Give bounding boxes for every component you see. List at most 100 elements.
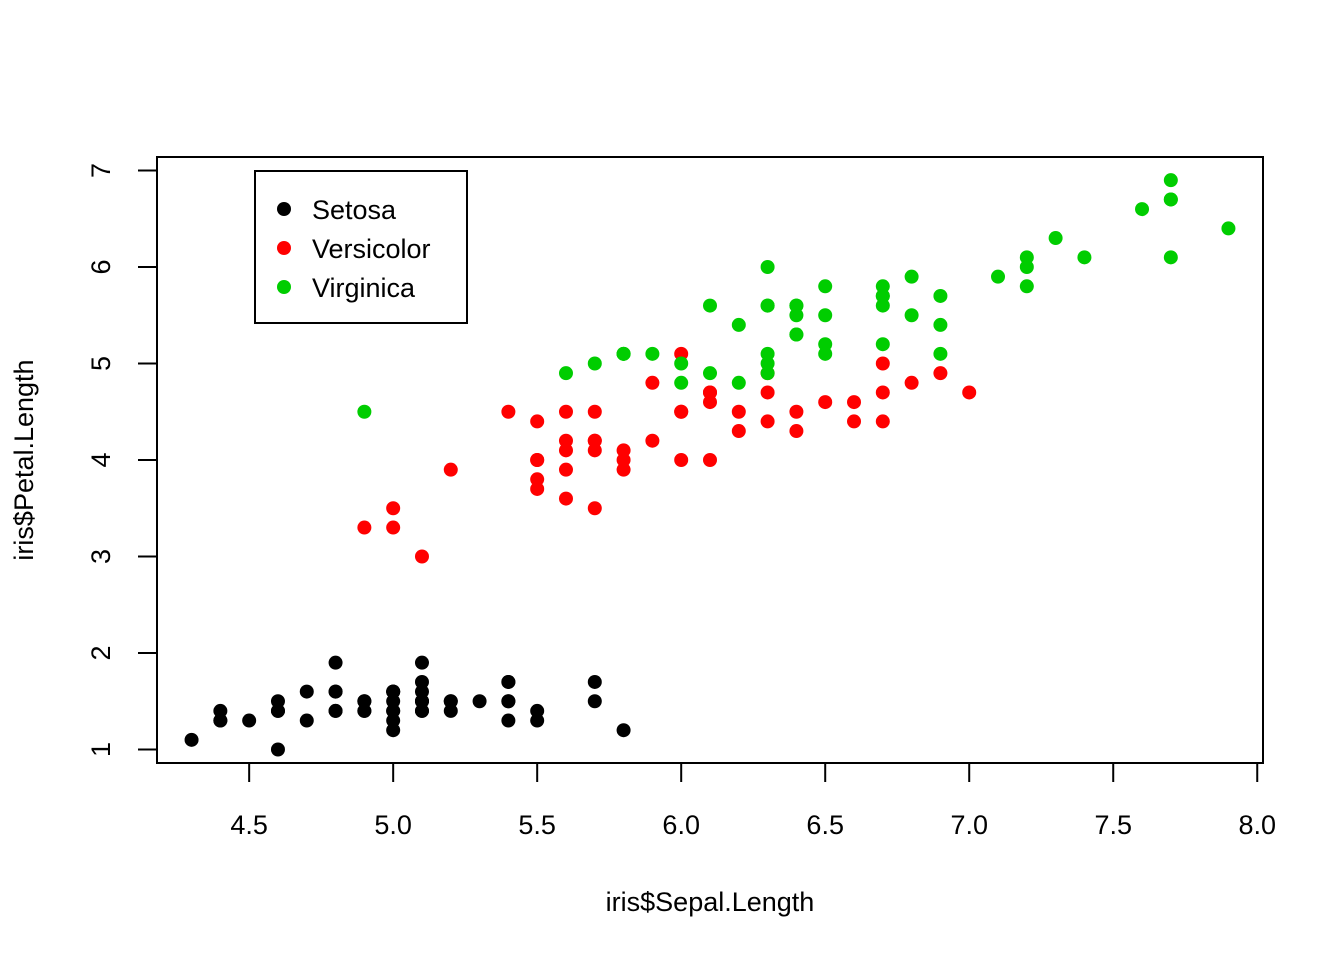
data-point-virginica xyxy=(933,317,948,332)
data-point-virginica xyxy=(1221,221,1236,236)
data-point-versicolor xyxy=(645,375,660,390)
data-point-versicolor xyxy=(875,385,890,400)
data-point-versicolor xyxy=(530,472,545,487)
data-point-setosa xyxy=(184,732,199,747)
data-point-setosa xyxy=(443,694,458,709)
data-point-virginica xyxy=(1048,231,1063,246)
data-point-versicolor xyxy=(731,404,746,419)
data-point-versicolor xyxy=(789,404,804,419)
legend-marker-versicolor xyxy=(277,241,291,255)
data-point-setosa xyxy=(270,742,285,757)
data-point-setosa xyxy=(242,713,257,728)
data-point-virginica xyxy=(1019,279,1034,294)
data-point-setosa xyxy=(530,713,545,728)
data-point-virginica xyxy=(1163,192,1178,207)
y-tick-label: 6 xyxy=(86,259,116,274)
data-point-versicolor xyxy=(386,520,401,535)
data-point-versicolor xyxy=(847,414,862,429)
data-point-virginica xyxy=(1077,250,1092,265)
data-point-setosa xyxy=(386,684,401,699)
data-points xyxy=(184,173,1236,757)
data-point-virginica xyxy=(789,327,804,342)
data-point-setosa xyxy=(414,674,429,689)
data-point-setosa xyxy=(530,703,545,718)
data-point-versicolor xyxy=(674,404,689,419)
data-point-setosa xyxy=(270,694,285,709)
data-point-virginica xyxy=(731,375,746,390)
data-point-versicolor xyxy=(530,481,545,496)
legend: Setosa Versicolor Virginica xyxy=(254,170,468,324)
data-point-versicolor xyxy=(587,433,602,448)
data-point-virginica xyxy=(357,404,372,419)
data-point-virginica xyxy=(616,346,631,361)
data-point-versicolor xyxy=(558,491,573,506)
data-point-virginica xyxy=(1135,202,1150,217)
legend-label-setosa: Setosa xyxy=(312,195,397,225)
data-point-versicolor xyxy=(789,424,804,439)
data-point-setosa xyxy=(501,674,516,689)
data-point-setosa xyxy=(386,723,401,738)
data-point-versicolor xyxy=(616,443,631,458)
data-point-versicolor xyxy=(530,414,545,429)
data-point-virginica xyxy=(703,298,717,313)
data-point-setosa xyxy=(472,694,487,709)
data-point-versicolor xyxy=(587,443,602,458)
data-point-setosa xyxy=(357,703,372,718)
data-point-virginica xyxy=(760,260,775,275)
data-point-setosa xyxy=(414,684,429,699)
data-point-versicolor xyxy=(558,443,573,458)
data-point-virginica xyxy=(818,308,833,323)
data-point-versicolor xyxy=(587,501,602,516)
data-point-virginica xyxy=(904,308,919,323)
legend-box xyxy=(254,170,468,324)
data-point-setosa xyxy=(299,684,314,699)
y-tick-label: 7 xyxy=(86,163,116,178)
data-point-versicolor xyxy=(386,501,401,516)
data-point-setosa xyxy=(328,703,343,718)
data-point-versicolor xyxy=(904,375,919,390)
data-point-versicolor xyxy=(760,414,775,429)
data-point-setosa xyxy=(213,713,228,728)
data-point-setosa xyxy=(616,723,631,738)
x-tick-label: 7.5 xyxy=(1094,810,1132,840)
data-point-versicolor xyxy=(703,395,717,410)
data-point-versicolor xyxy=(818,395,833,410)
data-point-versicolor xyxy=(703,385,717,400)
data-point-versicolor xyxy=(501,404,516,419)
x-tick-label: 7.0 xyxy=(950,810,988,840)
data-point-setosa xyxy=(357,694,372,709)
data-point-virginica xyxy=(818,337,833,352)
y-tick-label: 2 xyxy=(86,645,116,660)
data-point-versicolor xyxy=(530,453,545,467)
data-point-versicolor xyxy=(616,453,631,467)
data-point-setosa xyxy=(501,694,516,709)
data-point-setosa xyxy=(443,703,458,718)
data-point-versicolor xyxy=(558,462,573,477)
legend-label-virginica: Virginica xyxy=(312,273,416,303)
data-point-setosa xyxy=(414,703,429,718)
data-point-virginica xyxy=(991,269,1006,284)
data-point-versicolor xyxy=(558,433,573,448)
data-point-virginica xyxy=(933,346,948,361)
data-point-versicolor xyxy=(875,356,890,371)
data-point-setosa xyxy=(386,694,401,709)
data-point-virginica xyxy=(789,298,804,313)
data-point-setosa xyxy=(328,655,343,670)
data-point-setosa xyxy=(587,674,602,689)
data-point-virginica xyxy=(731,317,746,332)
x-tick-label: 6.5 xyxy=(806,810,844,840)
data-point-virginica xyxy=(875,298,890,313)
x-tick-label: 6.0 xyxy=(662,810,700,840)
data-point-versicolor xyxy=(703,453,717,467)
data-point-setosa xyxy=(386,703,401,718)
data-point-versicolor xyxy=(674,453,689,467)
data-point-setosa xyxy=(587,694,602,709)
data-point-virginica xyxy=(760,356,775,371)
data-point-virginica xyxy=(674,375,689,390)
legend-marker-setosa xyxy=(277,202,291,216)
data-point-virginica xyxy=(760,346,775,361)
x-axis-title: iris$Sepal.Length xyxy=(606,887,815,917)
data-point-virginica xyxy=(1163,173,1178,188)
data-point-versicolor xyxy=(731,424,746,439)
